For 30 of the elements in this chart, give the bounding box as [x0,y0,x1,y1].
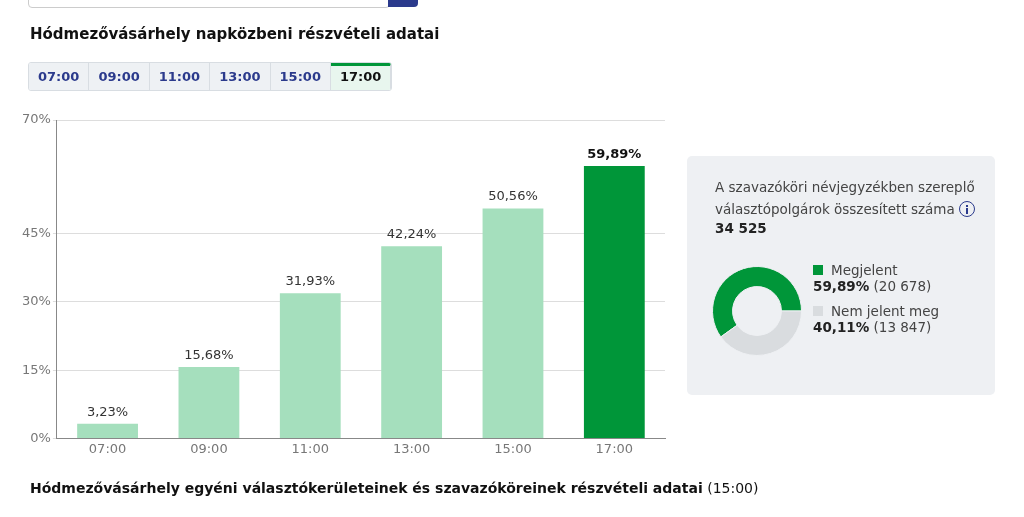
y-tick-label: 45% [21,225,51,241]
category-label: 09:00 [98,69,140,84]
y-tick-label: 0% [30,429,51,445]
data-label: 3,23% [86,403,129,419]
data-label: 59,89% [587,145,642,161]
chart-subtitle: 34 525 [715,220,767,236]
data-label: 42,24% [386,226,437,242]
y-tick-label: 70% [21,111,51,127]
chart-title: A szavazóköri névjegyzékben szereplő választópolgárok összesített száma [715,178,976,219]
data-label: 15,68% [184,346,234,362]
data-label: 50,56% [488,188,538,204]
category-label: 11:00 [158,69,201,84]
y-tick-label: 15% [21,361,51,377]
chart-title: Hódmezővásárhely napközbeni részvételi adatai [30,25,440,43]
x-tick-label: 07:00 [88,440,127,456]
y-tick-label: 30% [21,293,51,309]
category-label: 15:00 [279,69,321,84]
legend-label: Megjelent [830,262,899,278]
x-tick-label: 13:00 [392,440,431,456]
category-label: 07:00 [38,69,80,84]
data-label: 59,89% (20 678) [813,278,933,294]
data-label: 40,11% (13 847) [813,319,933,335]
text: Hódmezővásárhely egyéni választókerületeinek és szavazóköreinek részvételi adatai (15:00) [30,480,759,496]
x-tick-label: 11:00 [291,440,330,456]
x-tick-label: 15:00 [494,440,532,456]
category-label: 13:00 [219,69,261,84]
x-tick-label: 17:00 [595,440,634,456]
data-label: 31,93% [285,273,336,289]
x-tick-label: 09:00 [190,440,228,456]
legend-label: Nem jelent meg [830,303,940,319]
